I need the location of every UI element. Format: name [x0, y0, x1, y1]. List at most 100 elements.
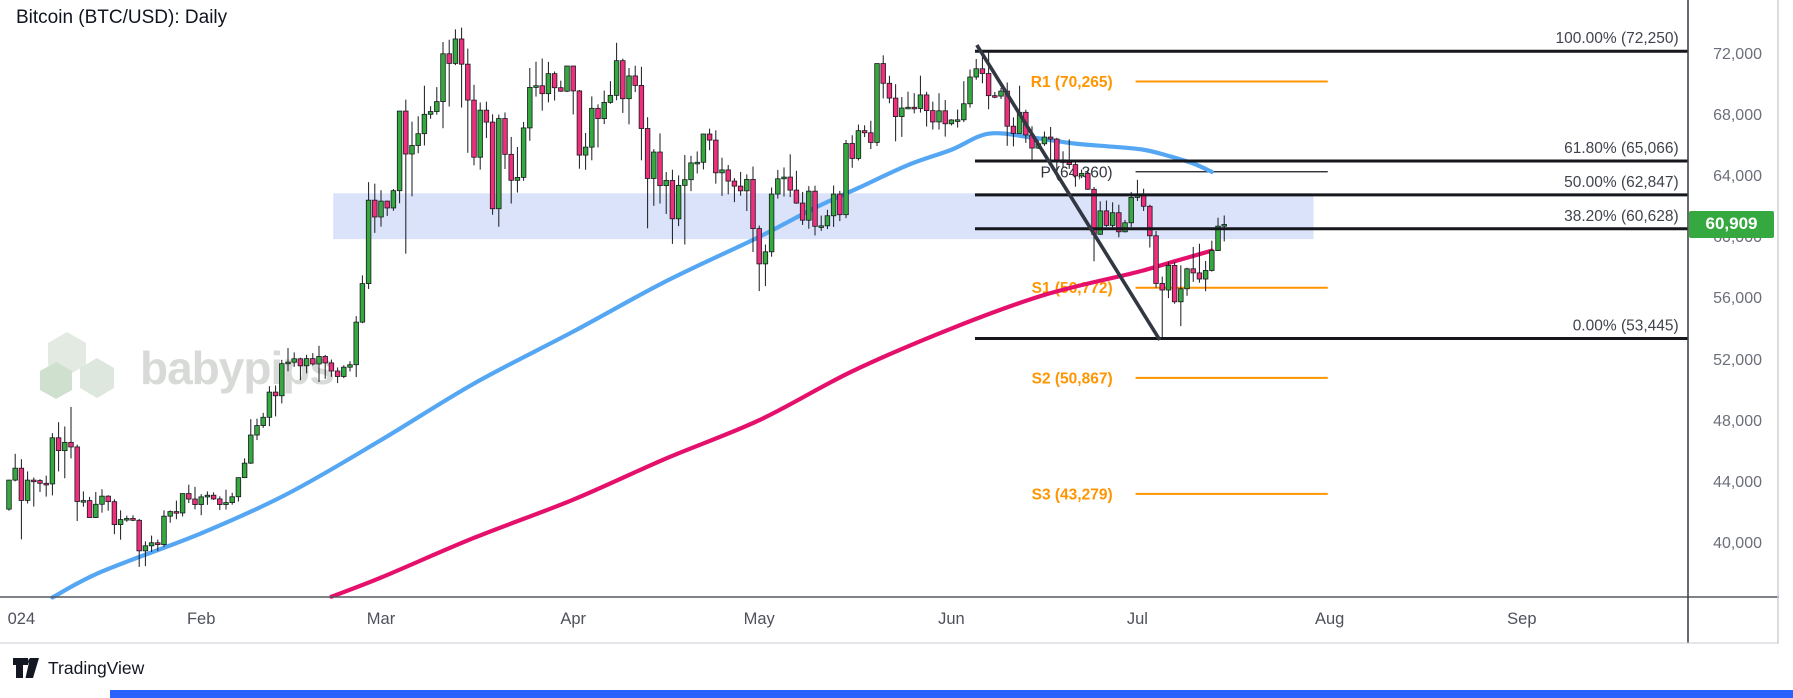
candle-body [930, 110, 936, 123]
time-axis-label: Mar [366, 610, 396, 628]
candle-body [905, 106, 911, 110]
candle-body [427, 111, 434, 115]
candle-body [136, 519, 142, 552]
candles [6, 27, 1227, 567]
candle-body [508, 153, 514, 181]
candle-body [1196, 272, 1203, 280]
candle-body [768, 193, 775, 253]
support-resistance-zone [333, 193, 1314, 240]
candle-body [1010, 125, 1017, 134]
candle-body [86, 500, 93, 518]
candle-body [458, 38, 465, 65]
candle-body [750, 178, 756, 229]
candle-body [372, 199, 378, 218]
candle-body [1072, 164, 1079, 177]
candle-body [1097, 210, 1103, 235]
candle-body [99, 495, 105, 505]
candle-body [440, 53, 446, 103]
time-axis-label: May [743, 610, 775, 628]
candle-body [849, 143, 855, 159]
candle-body [1128, 197, 1134, 224]
candle-body [62, 441, 68, 452]
candle-body [378, 200, 384, 218]
candle-body [638, 85, 645, 129]
candle-body [570, 65, 576, 92]
candle-body [818, 225, 824, 228]
candle-body [403, 110, 409, 155]
candle-body [1116, 212, 1122, 233]
candle-body [985, 73, 992, 97]
candle-body [644, 128, 651, 179]
candle-body [1171, 265, 1178, 303]
candle-body [105, 495, 111, 503]
babypips-watermark: babypips [34, 330, 335, 406]
candle-body [223, 502, 229, 505]
watermark-text: babypips [140, 342, 335, 394]
candle-body [130, 518, 136, 521]
candle-body [192, 498, 198, 505]
candle-body [1178, 288, 1184, 303]
candle-body [496, 118, 502, 210]
candle-body [291, 358, 297, 363]
candle-body [6, 479, 12, 510]
candle-body [1103, 210, 1110, 226]
candle-body [880, 63, 886, 84]
candle-body [334, 370, 341, 377]
pivot-label-r1: R1 (70,265) [1031, 74, 1113, 91]
candle-body [316, 356, 322, 365]
ma200-line [329, 248, 1214, 599]
candle-body [384, 200, 390, 209]
candle-body [279, 363, 285, 397]
candle-body [235, 477, 242, 498]
candle-body [558, 87, 564, 92]
candle-body [551, 73, 558, 89]
candle-body [1054, 138, 1060, 161]
candle-body [688, 162, 694, 181]
candle-body [328, 362, 335, 372]
price-axis-label: 64,000 [1713, 168, 1762, 186]
candle-body [179, 493, 186, 514]
candle-body [830, 193, 837, 217]
candle-body [917, 94, 924, 109]
fib-label-3: 38.20% (60,628) [1564, 208, 1679, 225]
last-price-badge: 60,909 [1689, 210, 1774, 238]
candle-body [775, 178, 781, 195]
candle-body [799, 202, 806, 221]
pivot-label-s3: S3 (43,279) [1032, 486, 1113, 503]
candle-body [434, 101, 440, 112]
candle-body [74, 446, 80, 502]
candle-body [824, 215, 831, 227]
candle-body [93, 503, 99, 518]
fib-label-2: 50.00% (62,847) [1564, 174, 1679, 191]
trendline [975, 44, 1162, 341]
candle-body [68, 441, 74, 448]
candle-body [545, 73, 552, 95]
downtrend-line [975, 44, 1162, 341]
candle-body [142, 545, 149, 552]
candle-body [241, 462, 248, 479]
candle-body [837, 193, 843, 216]
tradingview-label: TradingView [48, 658, 145, 678]
tradingview-attribution[interactable]: TradingView [13, 658, 144, 679]
candle-body [1140, 194, 1147, 207]
candle-body [1047, 136, 1054, 140]
time-axis-label: Jul [1126, 610, 1148, 628]
candle-body [229, 496, 235, 503]
candle-body [409, 145, 415, 155]
candle-body [620, 60, 626, 100]
candle-body [18, 467, 25, 501]
price-axis-label: 72,000 [1713, 46, 1762, 63]
price-axis[interactable]: 72,00068,00064,00060,00056,00052,00048,0… [1688, 0, 1778, 643]
candle-body [24, 479, 31, 501]
candle-body [762, 251, 769, 265]
candle-body [502, 118, 508, 155]
chart-borders [0, 0, 1779, 644]
candle-body [173, 511, 180, 514]
time-axis[interactable]: 024 Feb Mar Apr May Jun Jul Aug Sep [0, 600, 1688, 640]
candle-body [186, 493, 192, 500]
candle-body [874, 63, 880, 143]
candle-body [539, 85, 545, 95]
time-axis-label: Apr [560, 610, 587, 628]
candle-body [675, 184, 682, 220]
